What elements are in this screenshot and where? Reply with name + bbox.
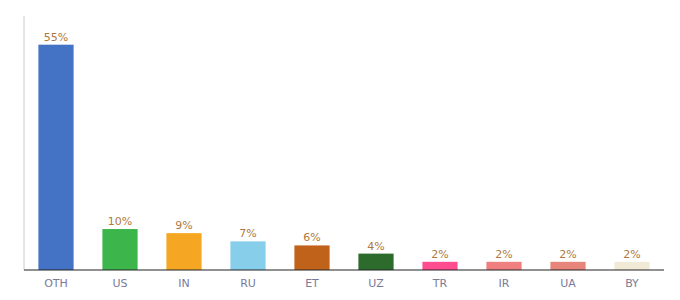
- data-label: 7%: [239, 227, 256, 240]
- x-tick-label: TR: [432, 277, 448, 290]
- data-label: 9%: [175, 219, 192, 232]
- bar: [102, 229, 137, 270]
- data-labels: 55% 10% 9% 7% 6% 4% 2% 2% 2% 2%: [44, 31, 641, 261]
- x-tick-label: IR: [499, 277, 510, 290]
- data-label: 4%: [367, 240, 384, 253]
- bar: [486, 262, 521, 270]
- bar: [550, 262, 585, 270]
- data-label: 2%: [559, 248, 576, 261]
- x-tick-label: IN: [178, 277, 189, 290]
- data-label: 2%: [431, 248, 448, 261]
- data-label: 2%: [495, 248, 512, 261]
- x-ticks: OTH US IN RU ET UZ TR IR UA BY: [44, 277, 639, 290]
- chart: 55% 10% 9% 7% 6% 4% 2% 2% 2% 2% OTH US IN RU ET UZ TR IR U…: [0, 0, 680, 300]
- y-axis-line: [24, 16, 25, 270]
- bar: [294, 245, 329, 270]
- data-label: 10%: [108, 215, 132, 228]
- data-label: 55%: [44, 31, 68, 44]
- bar: [166, 233, 201, 270]
- chart-container: 55% 10% 9% 7% 6% 4% 2% 2% 2% 2% OTH US IN RU ET UZ TR IR U…: [0, 0, 680, 300]
- bar: [422, 262, 457, 270]
- bar: [38, 45, 73, 270]
- bar: [358, 254, 393, 270]
- bar: [230, 241, 265, 270]
- x-tick-label: ET: [305, 277, 319, 290]
- x-tick-label: UZ: [368, 277, 384, 290]
- x-tick-label: US: [112, 277, 127, 290]
- x-tick-label: UA: [560, 277, 576, 290]
- x-tick-label: RU: [240, 277, 256, 290]
- x-tick-label: BY: [625, 277, 639, 290]
- x-axis-line: [24, 269, 664, 270]
- bar: [614, 262, 649, 270]
- data-label: 6%: [303, 231, 320, 244]
- x-tick-label: OTH: [44, 277, 68, 290]
- data-label: 2%: [623, 248, 640, 261]
- bars: [38, 45, 649, 270]
